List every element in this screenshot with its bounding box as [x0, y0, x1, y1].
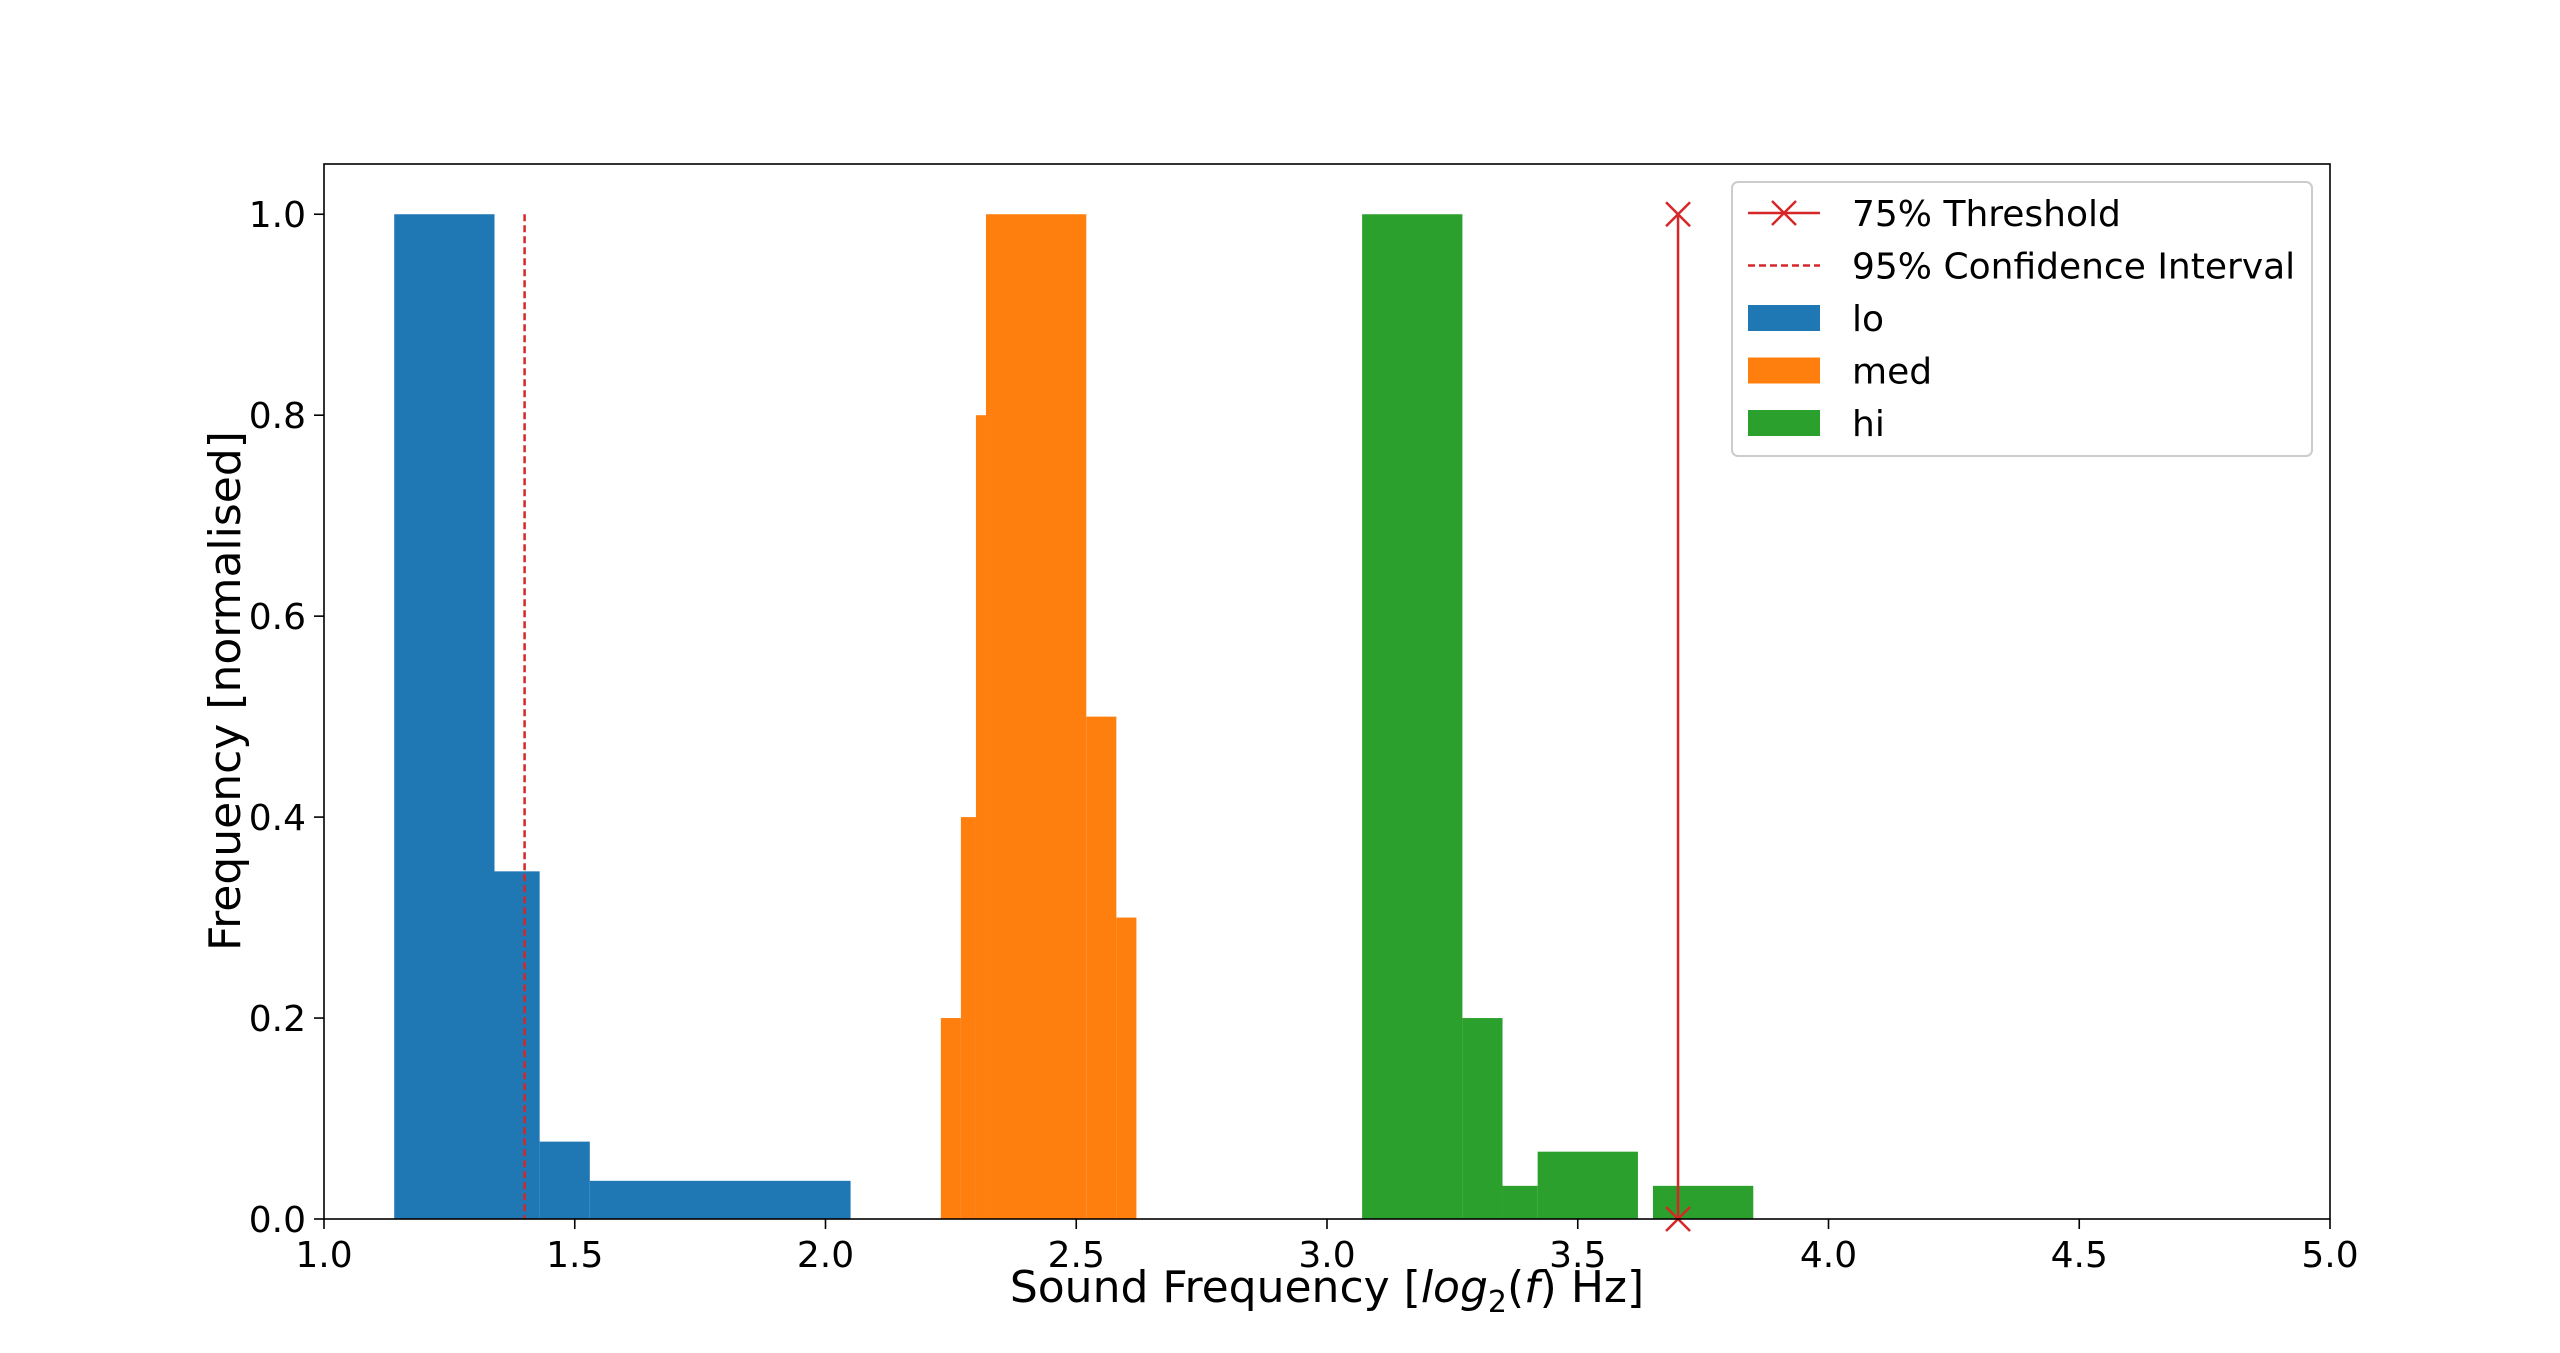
legend-label-lo: lo — [1852, 299, 1884, 340]
y-tick-label-4: 0.8 — [249, 396, 306, 437]
legend-label-hi: hi — [1852, 404, 1885, 445]
legend-box — [1731, 181, 2313, 457]
y-axis-ticks: 0.0 0.2 0.4 0.6 0.8 1.0 — [249, 195, 324, 1241]
legend-item-lo: lo — [1748, 299, 1884, 340]
histogram-bar-lo-1 — [494, 871, 540, 1219]
histogram-bar-med-3 — [985, 214, 1087, 1219]
legend-item-threshold: 75% Threshold — [1748, 194, 2121, 235]
histogram-bar-hi-4 — [1652, 1185, 1754, 1219]
legend-label-threshold: 75% Threshold — [1852, 194, 2121, 235]
histogram-bar-lo-0 — [394, 214, 495, 1219]
threshold-marker-0 — [1665, 201, 1691, 228]
legend-item-confidence-interval: 95% Confidence Interval — [1748, 247, 2295, 288]
histogram-bar-med-1 — [960, 817, 976, 1219]
x-axis-label: Sound Frequency [log2(f) Hz] — [1010, 1262, 1644, 1320]
x-tick-label-4: 3.0 — [1298, 1235, 1355, 1276]
x-tick-label-6: 4.0 — [1800, 1235, 1857, 1276]
histogram-bar-med-5 — [1116, 917, 1137, 1219]
histogram-bar-lo-2 — [539, 1141, 590, 1219]
x-tick-label-1: 1.5 — [546, 1235, 603, 1276]
legend: 75% Threshold 95% Confidence Interval lo me… — [1731, 181, 2313, 457]
y-tick-label-0: 0.0 — [249, 1200, 306, 1241]
x-tick-label-0: 1.0 — [295, 1235, 352, 1276]
legend-swatch-med — [1748, 357, 1820, 384]
legend-label-med: med — [1852, 352, 1932, 393]
x-tick-label-5: 3.5 — [1549, 1235, 1606, 1276]
y-tick-label-3: 0.6 — [249, 597, 306, 638]
legend-swatch-threshold — [1748, 200, 1820, 226]
x-tick-label-8: 5.0 — [2301, 1235, 2358, 1276]
histogram-bar-hi-0 — [1362, 214, 1463, 1219]
y-tick-label-5: 1.0 — [249, 195, 306, 236]
histogram-bar-hi-1 — [1462, 1018, 1503, 1219]
histogram-bar-lo-3 — [589, 1180, 851, 1219]
legend-item-med: med — [1748, 352, 1932, 393]
y-axis-label: Frequency [normalised] — [200, 431, 251, 951]
histogram-bars — [394, 214, 1754, 1219]
histogram-bar-med-0 — [940, 1018, 961, 1219]
histogram-bar-med-2 — [975, 415, 986, 1219]
legend-swatch-lo — [1748, 305, 1820, 331]
legend-item-hi: hi — [1748, 404, 1885, 445]
y-tick-label-2: 0.4 — [249, 798, 306, 839]
legend-label-confidence-interval: 95% Confidence Interval — [1852, 247, 2295, 288]
histogram-bar-med-4 — [1086, 716, 1117, 1219]
legend-swatch-hi — [1748, 410, 1820, 436]
x-tick-label-3: 2.5 — [1048, 1235, 1105, 1276]
legend-items: 75% Threshold 95% Confidence Interval lo me… — [1748, 194, 2295, 445]
x-tick-label-7: 4.5 — [2051, 1235, 2108, 1276]
y-tick-label-1: 0.2 — [249, 999, 306, 1040]
histogram-bar-hi-2 — [1502, 1185, 1538, 1219]
x-axis-ticks: 1.0 1.5 2.0 2.5 3.0 3.5 4.0 4.5 5.0 — [295, 1219, 2359, 1276]
x-tick-label-2: 2.0 — [797, 1235, 854, 1276]
histogram-bar-hi-3 — [1537, 1151, 1638, 1219]
